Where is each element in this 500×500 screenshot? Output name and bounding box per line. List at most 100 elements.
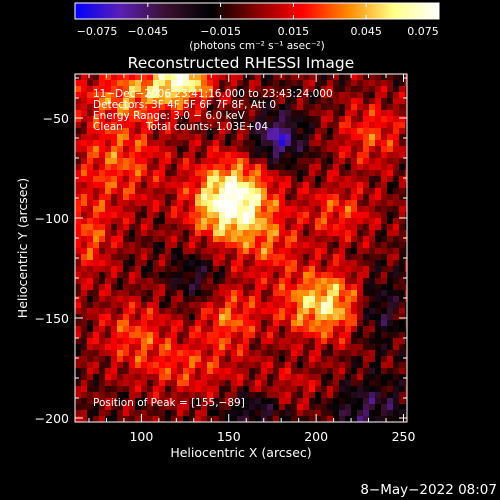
heatmap-cell — [117, 152, 124, 159]
heatmap-cell — [315, 212, 322, 219]
heatmap-cell — [321, 176, 328, 183]
heatmap-cell — [405, 98, 407, 105]
heatmap-cell — [261, 392, 268, 399]
heatmap-cell — [81, 404, 88, 411]
heatmap-cell — [81, 104, 88, 111]
heatmap-cell — [141, 296, 148, 303]
heatmap-cell — [195, 350, 202, 357]
heatmap-cell — [207, 122, 214, 129]
heatmap-cell — [237, 380, 244, 387]
heatmap-cell — [351, 200, 358, 207]
heatmap-cell — [309, 332, 316, 339]
heatmap-cell — [135, 170, 142, 177]
heatmap-cell — [75, 92, 82, 99]
heatmap-cell — [183, 146, 190, 153]
heatmap-cell — [249, 278, 256, 285]
heatmap-cell — [213, 248, 220, 255]
heatmap-cell — [321, 368, 328, 375]
heatmap-cell — [351, 416, 358, 422]
heatmap-cell — [99, 212, 106, 219]
heatmap-cell — [405, 320, 407, 327]
heatmap-cell — [231, 206, 238, 213]
heatmap-cell — [279, 80, 286, 87]
heatmap-cell — [129, 332, 136, 339]
heatmap-cell — [267, 284, 274, 291]
heatmap-cell — [279, 182, 286, 189]
heatmap-cell — [93, 410, 100, 417]
heatmap-cell — [387, 392, 394, 399]
heatmap-cell — [375, 356, 382, 363]
heatmap-cell — [393, 278, 400, 285]
heatmap-cell — [405, 326, 407, 333]
heatmap-cell — [105, 182, 112, 189]
heatmap-cell — [381, 122, 388, 129]
heatmap-cell — [225, 404, 232, 411]
heatmap-cell — [189, 74, 196, 81]
heatmap-cell — [147, 314, 154, 321]
heatmap-cell — [291, 134, 298, 141]
heatmap-cell — [279, 128, 286, 135]
heatmap-cell — [237, 260, 244, 267]
heatmap-cell — [183, 98, 190, 105]
heatmap-cell — [381, 92, 388, 99]
heatmap-cell — [81, 320, 88, 327]
heatmap-cell — [297, 122, 304, 129]
heatmap-cell — [141, 404, 148, 411]
heatmap-cell — [375, 116, 382, 123]
heatmap-cell — [225, 128, 232, 135]
heatmap-cell — [159, 266, 166, 273]
heatmap-cell — [381, 404, 388, 411]
heatmap-cell — [333, 368, 340, 375]
heatmap-cell — [345, 218, 352, 225]
heatmap-cell — [153, 278, 160, 285]
heatmap-cell — [207, 278, 214, 285]
heatmap-cell — [279, 266, 286, 273]
heatmap-cell — [189, 326, 196, 333]
heatmap-cell — [153, 386, 160, 393]
heatmap-cell — [159, 278, 166, 285]
heatmap-cell — [207, 338, 214, 345]
heatmap-cell — [357, 344, 364, 351]
heatmap-cell — [243, 380, 250, 387]
heatmap-cell — [333, 374, 340, 381]
heatmap-cell — [375, 98, 382, 105]
heatmap-cell — [321, 206, 328, 213]
heatmap-cell — [363, 146, 370, 153]
heatmap-cell — [111, 104, 118, 111]
heatmap-cell — [213, 236, 220, 243]
heatmap-cell — [111, 98, 118, 105]
heatmap-cell — [153, 290, 160, 297]
heatmap-cell — [339, 152, 346, 159]
heatmap-cell — [219, 416, 226, 422]
heatmap-cell — [231, 374, 238, 381]
heatmap-cell — [201, 80, 208, 87]
heatmap-cell — [111, 326, 118, 333]
heatmap-cell — [327, 308, 334, 315]
heatmap-cell — [153, 242, 160, 249]
x-tick-label: 100 — [129, 429, 153, 444]
heatmap-cell — [297, 104, 304, 111]
heatmap-cell — [345, 338, 352, 345]
heatmap-cell — [249, 356, 256, 363]
heatmap-cell — [87, 236, 94, 243]
heatmap-cell — [375, 164, 382, 171]
heatmap-cell — [345, 278, 352, 285]
heatmap-cell — [405, 278, 407, 285]
heatmap-cell — [141, 362, 148, 369]
heatmap-cell — [387, 92, 394, 99]
heatmap-cell — [111, 380, 118, 387]
heatmap-cell — [393, 332, 400, 339]
heatmap-cell — [111, 218, 118, 225]
heatmap-cell — [123, 134, 130, 141]
heatmap-cell — [81, 332, 88, 339]
heatmap-cell — [99, 392, 106, 399]
heatmap-cell — [267, 350, 274, 357]
heatmap-cell — [261, 110, 268, 117]
heatmap-cell — [273, 170, 280, 177]
heatmap-cell — [213, 308, 220, 315]
heatmap-cell — [177, 374, 184, 381]
heatmap-cell — [165, 104, 172, 111]
heatmap-cell — [183, 218, 190, 225]
heatmap-cell — [249, 158, 256, 165]
heatmap-cell — [285, 146, 292, 153]
